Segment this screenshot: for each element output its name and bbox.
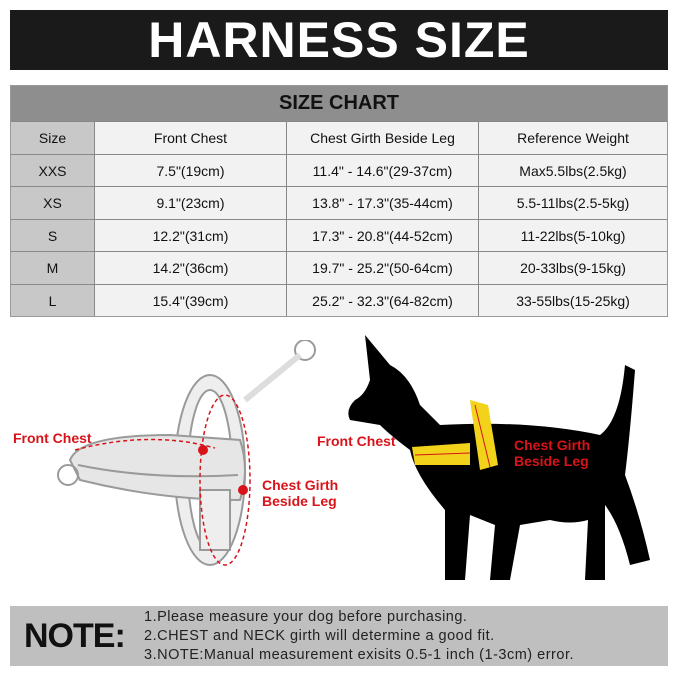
table-caption: SIZE CHART	[11, 86, 667, 121]
dog-front-chest-label: Front Chest	[317, 433, 396, 449]
header-front-chest: Front Chest	[94, 122, 286, 154]
harness-front-chest-label: Front Chest	[13, 430, 92, 446]
note-line: 1.Please measure your dog before purchas…	[144, 608, 468, 625]
table-cell: 11.4" - 14.6"(29-37cm)	[286, 154, 478, 186]
table-cell: 19.7" - 25.2"(50-64cm)	[286, 252, 478, 284]
table-header-row: Size Front Chest Chest Girth Beside Leg …	[11, 121, 667, 154]
table-cell: 14.2"(36cm)	[94, 252, 286, 284]
note-line: 3.NOTE:Manual measurement exisits 0.5-1 …	[144, 646, 574, 663]
table-cell: 7.5"(19cm)	[94, 154, 286, 186]
header-weight: Reference Weight	[478, 122, 667, 154]
table-cell: M	[11, 252, 94, 284]
table-cell: 13.8" - 17.3"(35-44cm)	[286, 187, 478, 219]
harness-chest-girth-label: Chest Girth Beside Leg	[262, 477, 339, 509]
table-cell: XS	[11, 187, 94, 219]
chest-girth-marker	[238, 485, 248, 495]
table-row: S 12.2"(31cm) 17.3" - 20.8"(44-52cm) 11-22l…	[11, 218, 667, 251]
table-cell: 33-55lbs(15-25kg)	[478, 284, 667, 316]
page-title: HARNESS SIZE	[10, 10, 668, 70]
table-cell: 11-22lbs(5-10kg)	[478, 219, 667, 251]
note-line: 2.CHEST and NECK girth will determine a …	[144, 627, 495, 644]
note-heading: NOTE:	[24, 616, 126, 655]
table-cell: 20-33lbs(9-15kg)	[478, 252, 667, 284]
table-cell: 12.2"(31cm)	[94, 219, 286, 251]
table-row: L 15.4"(39cm) 25.2" - 32.3"(64-82cm) 33-55l…	[11, 283, 667, 316]
table-cell: 15.4"(39cm)	[94, 284, 286, 316]
header-chest-girth: Chest Girth Beside Leg	[286, 122, 478, 154]
header-size: Size	[11, 122, 94, 154]
table-cell: 9.1"(23cm)	[94, 187, 286, 219]
table-cell: S	[11, 219, 94, 251]
table-cell: 5.5-11lbs(2.5-5kg)	[478, 187, 667, 219]
table-cell: XXS	[11, 154, 94, 186]
table-cell: 25.2" - 32.3"(64-82cm)	[286, 284, 478, 316]
table-cell: Max5.5lbs(2.5kg)	[478, 154, 667, 186]
table-row: XS 9.1"(23cm) 13.8" - 17.3"(35-44cm) 5.5-11…	[11, 186, 667, 219]
dog-silhouette	[348, 335, 650, 580]
note-box: NOTE: 1.Please measure your dog before p…	[10, 606, 668, 666]
table-cell: 17.3" - 20.8"(44-52cm)	[286, 219, 478, 251]
table-cell: L	[11, 284, 94, 316]
table-row: M 14.2"(36cm) 19.7" - 25.2"(50-64cm) 20-33l…	[11, 251, 667, 284]
harness-illustration	[57, 340, 316, 566]
size-chart-table: SIZE CHART Size Front Chest Chest Girth …	[10, 85, 668, 317]
dog-chest-girth-label: Chest Girth Beside Leg	[514, 437, 591, 469]
table-row: XXS 7.5"(19cm) 11.4" - 14.6"(29-37cm) Max5.…	[11, 153, 667, 186]
front-chest-marker	[198, 445, 208, 455]
